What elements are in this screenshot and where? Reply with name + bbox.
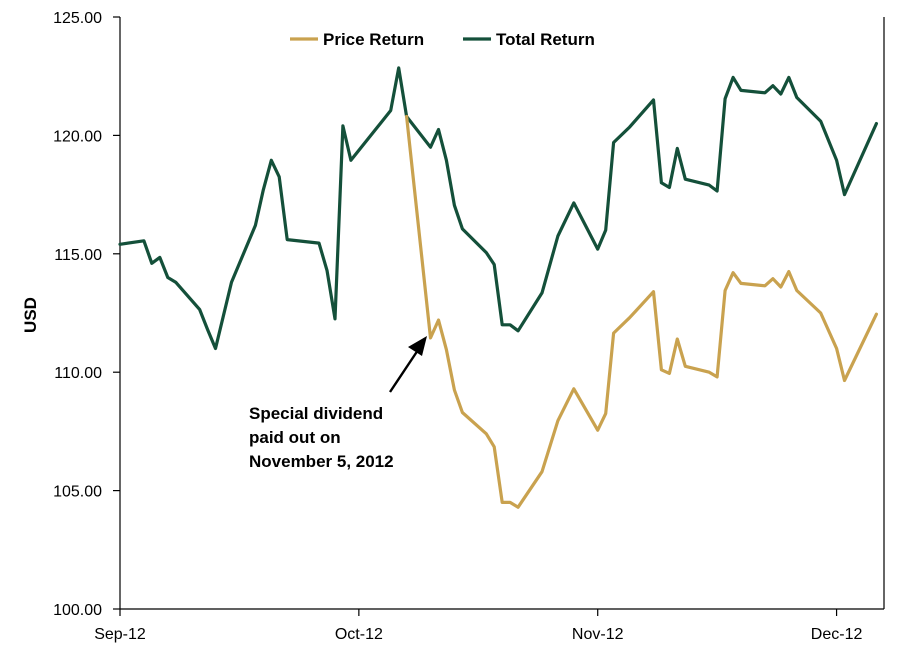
x-tick-label: Sep-12 xyxy=(94,626,146,643)
y-axis-title: USD xyxy=(21,297,40,333)
annotation-arrow-head xyxy=(408,336,427,356)
legend: Price Return Total Return xyxy=(290,30,595,49)
annotation-line-3: November 5, 2012 xyxy=(249,452,394,471)
x-tick-label: Nov-12 xyxy=(572,626,624,643)
series-layer xyxy=(118,66,879,509)
y-tick-label: 105.00 xyxy=(53,484,102,501)
x-tick-label: Oct-12 xyxy=(335,626,383,643)
series-line-price-return xyxy=(405,114,879,509)
y-tick-label: 120.00 xyxy=(53,128,102,145)
y-tick-label: 110.00 xyxy=(54,365,102,382)
series-line-total-return xyxy=(118,66,879,351)
x-tick-label: Dec-12 xyxy=(811,626,863,643)
legend-label-price-return: Price Return xyxy=(323,30,424,49)
annotation-line-2: paid out on xyxy=(249,428,341,447)
y-tick-label: 125.00 xyxy=(53,10,102,27)
annotation: Special dividend paid out on November 5,… xyxy=(249,336,427,471)
annotation-line-1: Special dividend xyxy=(249,404,383,423)
axes xyxy=(119,17,885,610)
annotation-arrow-shaft xyxy=(389,349,419,393)
y-tick-label: 115.00 xyxy=(54,247,102,264)
x-ticks: Sep-12 Oct-12 Nov-12 Dec-12 xyxy=(94,609,862,643)
y-ticks: 100.00 105.00 110.00 115.00 120.00 125.00 xyxy=(53,10,120,619)
y-tick-label: 100.00 xyxy=(53,602,102,619)
legend-label-total-return: Total Return xyxy=(496,30,595,49)
